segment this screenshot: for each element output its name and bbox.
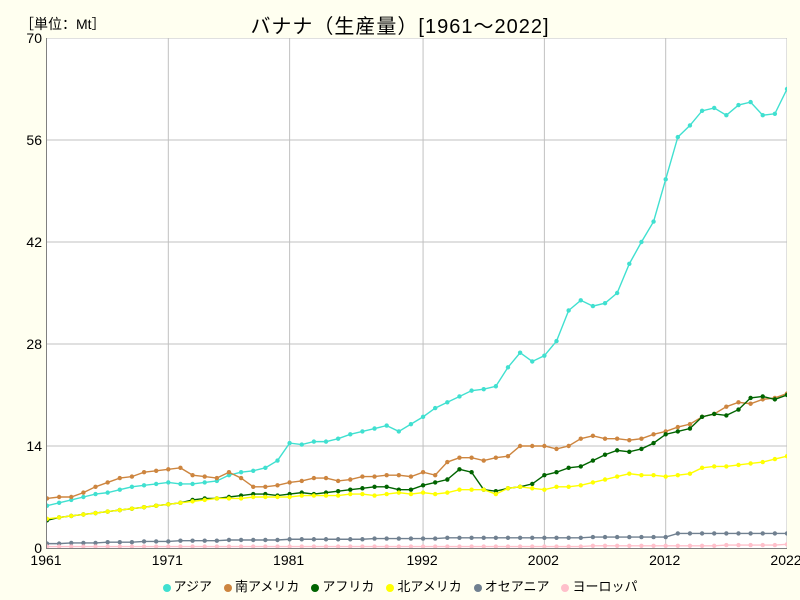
legend-label: 北アメリカ <box>397 579 461 594</box>
x-tick-label: 1992 <box>406 552 437 568</box>
legend-marker-icon <box>474 584 482 592</box>
legend-label: ヨーロッパ <box>572 579 637 594</box>
legend-marker-icon <box>386 584 394 592</box>
legend-label: 南アメリカ <box>235 579 299 594</box>
x-tick-label: 1961 <box>30 552 61 568</box>
x-tick-label: 1971 <box>152 552 183 568</box>
x-tick-label: 1981 <box>273 552 304 568</box>
x-tick-label: 2012 <box>649 552 680 568</box>
legend-marker-icon <box>561 584 569 592</box>
y-tick-label: 42 <box>26 234 42 250</box>
legend-label: アジア <box>174 579 212 594</box>
y-tick-label: 70 <box>26 30 42 46</box>
y-tick-label: 56 <box>26 132 42 148</box>
legend-marker-icon <box>311 584 319 592</box>
legend-item: 北アメリカ <box>386 576 461 595</box>
y-tick-label: 14 <box>26 438 42 454</box>
legend-marker-icon <box>163 584 171 592</box>
legend-marker-icon <box>224 584 232 592</box>
x-tick-label: 2002 <box>528 552 559 568</box>
plot-area <box>46 38 787 549</box>
legend-item: オセアニア <box>474 576 550 595</box>
legend-label: オセアニア <box>485 579 550 594</box>
legend-item: アフリカ <box>311 576 374 595</box>
legend-item: ヨーロッパ <box>561 576 637 595</box>
x-tick-label: 2022 <box>770 552 800 568</box>
plot-svg <box>47 38 787 548</box>
legend-item: アジア <box>163 576 212 595</box>
legend-item: 南アメリカ <box>224 576 299 595</box>
y-tick-label: 28 <box>26 336 42 352</box>
legend: アジア 南アメリカ アフリカ 北アメリカ オセアニア ヨーロッパ <box>0 576 800 595</box>
chart-title: バナナ（生産量）[1961～2022] <box>0 10 800 39</box>
legend-label: アフリカ <box>322 579 374 594</box>
